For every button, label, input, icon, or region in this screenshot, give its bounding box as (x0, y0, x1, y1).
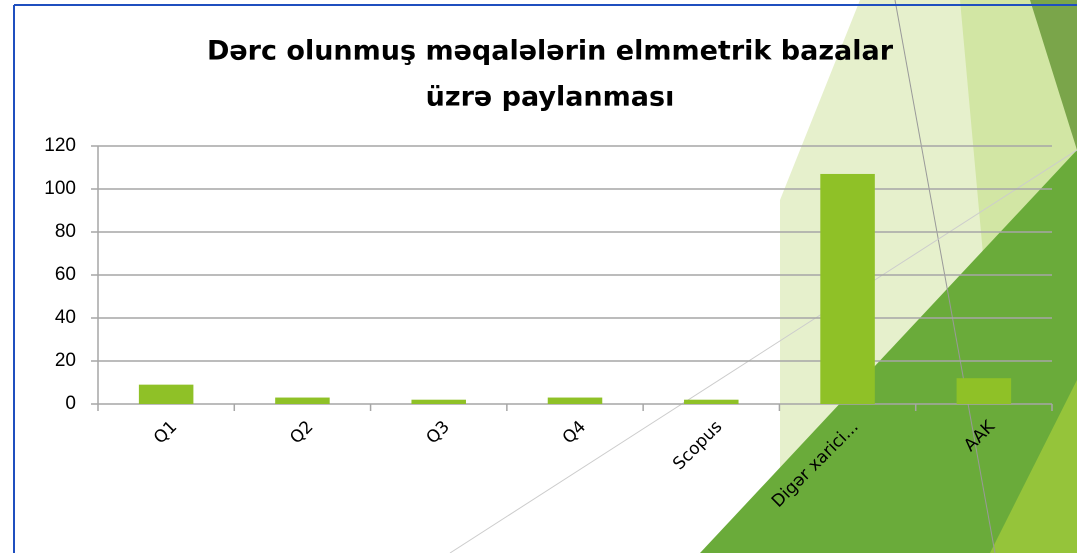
x-tick-label: Q2 (286, 417, 317, 448)
bar (820, 173, 875, 404)
y-tick-label: 60 (55, 264, 76, 285)
shape-green (700, 150, 1077, 553)
y-tick-label: 0 (65, 393, 76, 414)
y-tick-label: 80 (55, 221, 76, 242)
decoration (13, 0, 1077, 553)
chart-title: üzrə paylanması (426, 82, 675, 113)
bar (956, 378, 1012, 404)
bar (275, 397, 330, 404)
deco-line (449, 149, 1077, 553)
x-tick-label: Q4 (559, 417, 590, 448)
y-tick-label: 120 (44, 135, 76, 156)
x-tick-label: Scopus (669, 417, 726, 474)
deco-line (894, 0, 996, 553)
y-tick-label: 100 (44, 178, 76, 199)
bar (547, 397, 603, 404)
bar (411, 399, 466, 404)
shape-lime (990, 380, 1077, 553)
x-tick-label: Q3 (423, 417, 454, 448)
shape-dark (1030, 0, 1077, 150)
y-tick-label: 40 (55, 307, 76, 328)
bar (138, 384, 194, 404)
y-tick-label: 20 (55, 350, 76, 371)
chart-title: Dərc olunmuş məqalələrin elmmetrik bazal… (207, 36, 894, 67)
x-tick-label: Q1 (150, 417, 181, 448)
bar (684, 399, 739, 404)
